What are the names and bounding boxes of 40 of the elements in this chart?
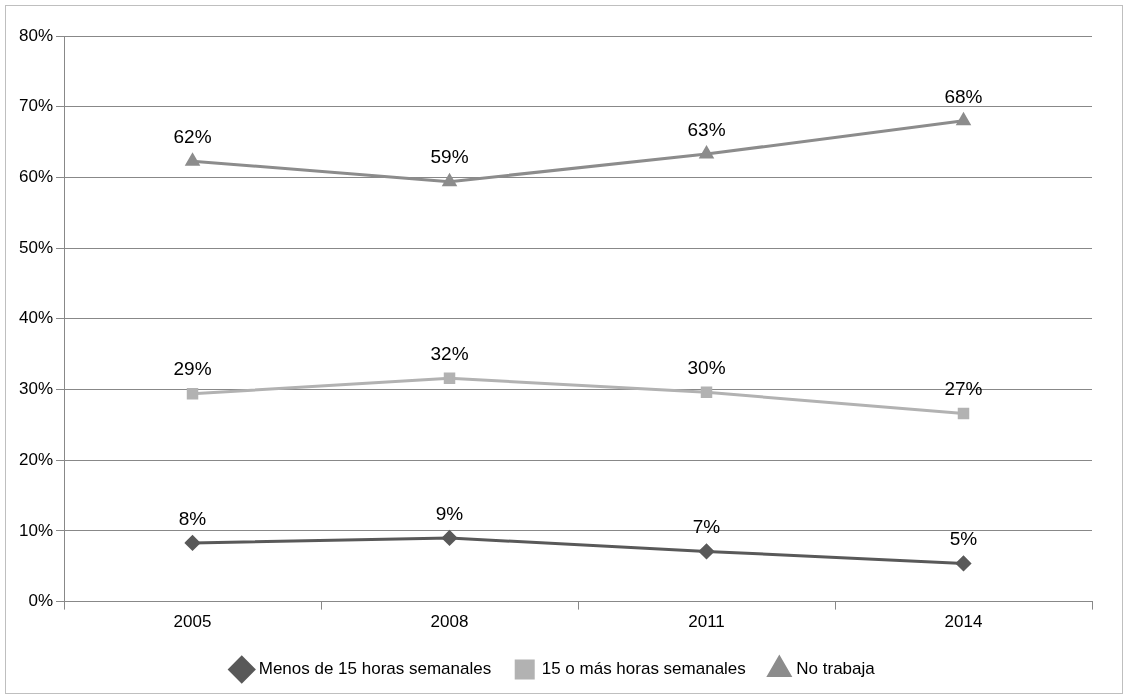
point <box>185 153 200 166</box>
data-label: 29% <box>173 358 212 380</box>
y-tick-label: 50% <box>18 237 54 257</box>
point <box>699 543 715 559</box>
x-tick-label: 2008 <box>430 612 469 632</box>
x-tick-label: 2014 <box>944 612 983 632</box>
data-label: 7% <box>692 516 721 538</box>
data-label: 27% <box>944 378 983 400</box>
data-label: 59% <box>430 146 469 168</box>
data-label: 5% <box>949 528 978 550</box>
point <box>700 386 713 399</box>
data-label: 63% <box>687 118 726 140</box>
y-tick-label: 40% <box>18 308 54 328</box>
legend-label: 15 o más horas semanales <box>541 659 746 679</box>
point <box>699 146 714 159</box>
point <box>956 555 971 571</box>
y-tick-label: 30% <box>18 379 54 399</box>
point <box>442 530 458 546</box>
x-tick-label: 2005 <box>173 612 212 632</box>
point <box>443 372 456 384</box>
data-label: 9% <box>435 502 464 524</box>
point <box>185 535 201 551</box>
x-tick-label: 2011 <box>688 612 725 632</box>
legend-label: No trabaja <box>796 659 876 679</box>
data-label: 68% <box>944 85 983 107</box>
data-label: 32% <box>430 342 469 364</box>
data-label: 8% <box>178 507 207 529</box>
y-tick-label: 20% <box>18 449 54 469</box>
point <box>442 174 457 187</box>
legend-label: Menos de 15 horas semanales <box>258 659 492 679</box>
y-tick-label: 80% <box>18 25 54 45</box>
point <box>956 113 971 126</box>
point <box>957 407 970 420</box>
y-tick-label: 0% <box>28 591 54 611</box>
point <box>186 388 199 400</box>
data-label: 30% <box>687 357 726 379</box>
data-label: 62% <box>173 125 212 147</box>
y-tick-label: 60% <box>18 167 54 187</box>
y-tick-label: 70% <box>18 96 54 116</box>
y-tick-label: 10% <box>18 520 54 540</box>
